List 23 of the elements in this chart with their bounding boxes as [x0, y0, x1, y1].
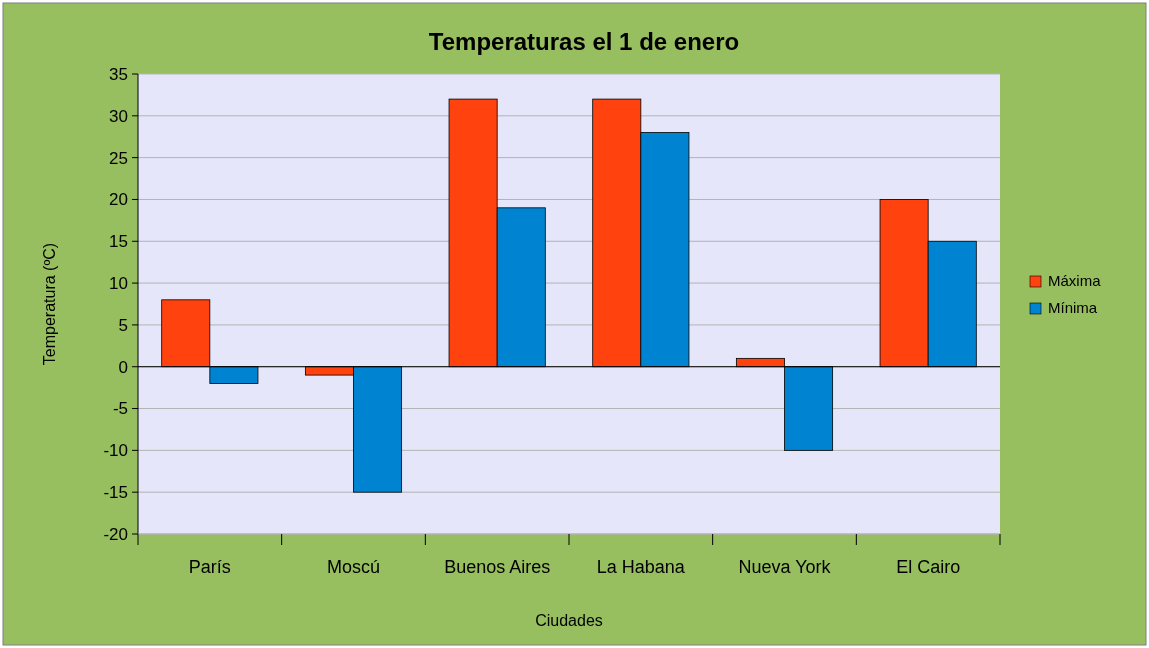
y-tick-label: 15 — [109, 232, 128, 252]
x-tick-label: París — [188, 557, 231, 577]
y-tick-label: -15 — [103, 483, 128, 503]
y-tick-label: 25 — [109, 148, 128, 168]
y-tick-label: -5 — [112, 399, 128, 419]
y-tick-label: 35 — [109, 64, 128, 84]
x-tick-label: Moscú — [326, 557, 381, 577]
chart-title: Temperaturas el 1 de enero — [428, 28, 740, 55]
y-tick-label: 30 — [109, 106, 128, 126]
legend-label: Mínima — [1048, 299, 1098, 317]
x-tick-label: Nueva York — [738, 557, 832, 577]
x-tick-label: Buenos Aires — [444, 557, 551, 577]
y-tick-label: 5 — [118, 315, 128, 335]
y-tick-label: 20 — [109, 190, 128, 210]
y-tick-label: -20 — [103, 524, 128, 544]
y-tick-label: -10 — [103, 441, 128, 461]
legend-label: Máxima — [1048, 272, 1102, 290]
y-tick-label: 0 — [118, 357, 128, 377]
y-tick-label: 10 — [109, 274, 128, 294]
x-tick-label: El Cairo — [896, 557, 961, 577]
x-axis-title: Ciudades — [535, 612, 603, 629]
y-axis-title: Temperatura (ºC) — [41, 242, 58, 366]
x-tick-label: La Habana — [596, 557, 686, 577]
